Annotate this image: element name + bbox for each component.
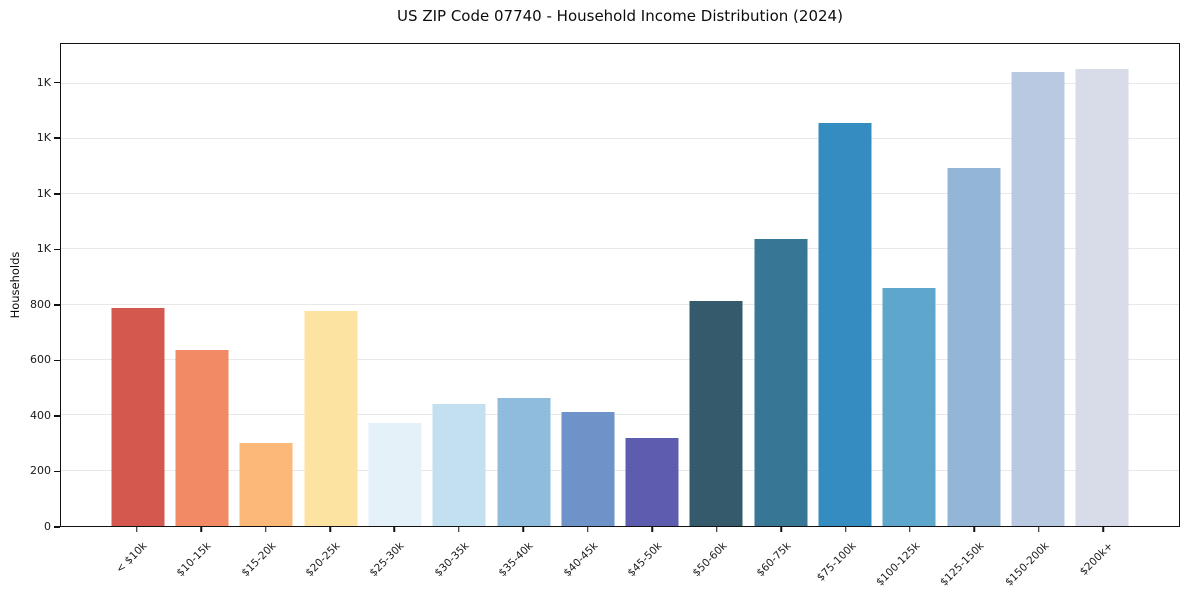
y-tick-mark bbox=[54, 137, 60, 139]
y-tick-label: 1K bbox=[36, 131, 51, 145]
y-tick-mark bbox=[54, 81, 60, 84]
y-tick-mark bbox=[54, 415, 60, 417]
x-tick-mark bbox=[264, 527, 267, 532]
gridline bbox=[61, 248, 1179, 250]
bar-60-75k bbox=[754, 239, 808, 526]
x-tick-mark bbox=[715, 527, 718, 532]
x-tick-mark bbox=[458, 527, 460, 532]
bar-15-20k bbox=[239, 443, 293, 526]
gridline bbox=[61, 359, 1179, 361]
gridline bbox=[61, 303, 1179, 305]
x-tick-mark bbox=[1102, 527, 1105, 532]
bar-150-200k bbox=[1011, 71, 1065, 526]
y-tick-mark bbox=[54, 359, 60, 362]
gridline bbox=[61, 193, 1179, 195]
y-tick-mark bbox=[54, 248, 60, 251]
bar-40-45k bbox=[561, 411, 615, 526]
gridline bbox=[61, 137, 1179, 139]
bar-45-50k bbox=[625, 438, 679, 526]
bar-35-40k bbox=[497, 397, 550, 526]
bar-10k bbox=[111, 307, 165, 526]
plot-area bbox=[60, 43, 1180, 527]
y-tick-mark bbox=[54, 470, 60, 473]
bar-125-150k bbox=[947, 168, 1001, 526]
gridline bbox=[61, 82, 1179, 84]
y-tick-label: 1K bbox=[36, 75, 51, 89]
y-tick-label: 600 bbox=[30, 353, 51, 367]
x-tick-mark bbox=[844, 527, 847, 532]
y-tick-mark bbox=[54, 193, 60, 195]
bar-100-125k bbox=[882, 287, 936, 526]
y-tick-label: 1K bbox=[36, 186, 51, 200]
bar-30-35k bbox=[432, 403, 486, 526]
chart-title: US ZIP Code 07740 - Household Income Dis… bbox=[397, 7, 843, 25]
x-tick-mark bbox=[1038, 527, 1040, 532]
y-tick-label: 400 bbox=[30, 408, 51, 422]
x-tick-mark bbox=[973, 527, 976, 532]
x-tick-mark bbox=[909, 527, 911, 532]
y-tick-label: 800 bbox=[30, 297, 51, 311]
x-tick-mark bbox=[329, 527, 331, 532]
x-tick-mark bbox=[393, 527, 396, 532]
bar-200k bbox=[1075, 69, 1129, 526]
y-tick-mark bbox=[54, 526, 60, 528]
x-tick-mark bbox=[135, 527, 138, 532]
y-tick-label: 0 bbox=[44, 520, 51, 533]
y-tick-label: 200 bbox=[30, 464, 51, 478]
bar-20-25k bbox=[304, 311, 358, 526]
x-tick-mark bbox=[780, 527, 782, 532]
bar-10-15k bbox=[175, 349, 229, 526]
x-tick-mark bbox=[651, 527, 653, 532]
bar-50-60k bbox=[689, 301, 743, 526]
gridline bbox=[61, 414, 1179, 416]
y-tick-mark bbox=[54, 304, 60, 306]
bar-25-30k bbox=[368, 423, 422, 526]
gridline bbox=[61, 469, 1179, 471]
x-tick-mark bbox=[200, 527, 202, 532]
x-tick-mark bbox=[522, 527, 525, 532]
bar-75-100k bbox=[818, 122, 872, 526]
y-tick-label: 1K bbox=[36, 242, 51, 256]
x-tick-mark bbox=[587, 527, 589, 532]
